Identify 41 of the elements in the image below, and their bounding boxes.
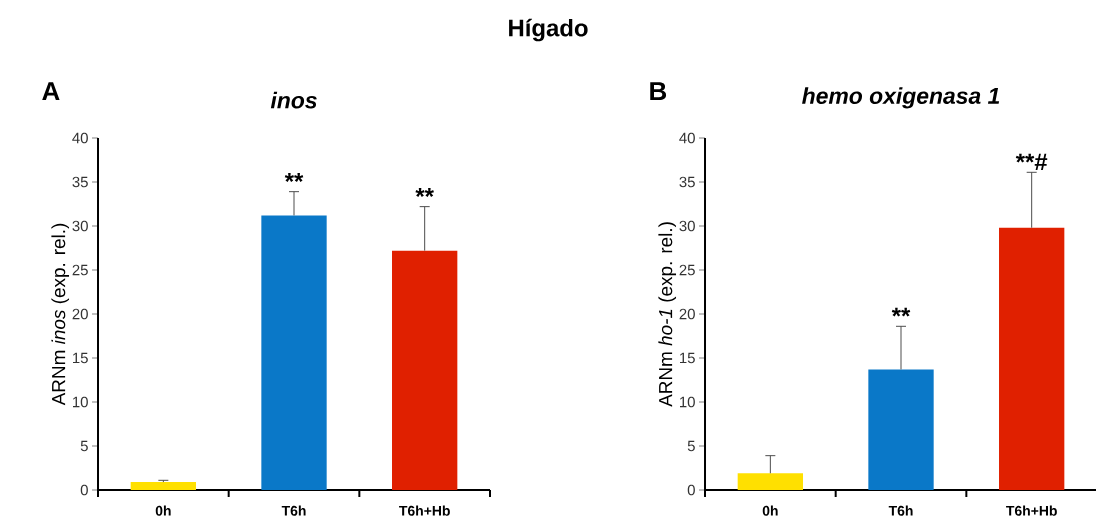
- x-tick-label: 0h: [762, 505, 778, 516]
- y-tick-label: 10: [680, 396, 695, 408]
- annotation: **: [284, 173, 304, 182]
- chart-title: inos: [270, 91, 317, 109]
- x-tick-label: T6h+Hb: [1006, 505, 1057, 516]
- annotation: **: [415, 187, 434, 197]
- y-tick-label: 15: [73, 352, 88, 364]
- y-tick-label: 40: [679, 132, 695, 144]
- y-tick-label: 35: [72, 176, 88, 188]
- x-tick-label: T6h: [281, 505, 306, 516]
- y-tick-label: 25: [679, 264, 695, 276]
- bar: [737, 473, 804, 490]
- x-tick-label: 0h: [155, 505, 171, 516]
- y-tick-label: 20: [72, 308, 88, 320]
- y-axis-title: ARNm ho-1 (exp. rel.): [658, 222, 677, 407]
- y-tick-label: 0: [80, 484, 88, 496]
- bar: [130, 482, 197, 490]
- y-tick-label: 5: [80, 440, 88, 452]
- bar: [261, 215, 327, 490]
- text: A: [42, 82, 60, 100]
- x-tick-label: T6h+Hb: [399, 505, 450, 516]
- y-axis-title: ARNm inos (exp. rel.): [51, 223, 70, 406]
- chart-title: hemo oxigenasa 1: [802, 87, 1000, 109]
- bar: [868, 369, 934, 490]
- y-tick-label: 30: [72, 220, 88, 232]
- annotation: **: [891, 307, 911, 317]
- y-tick-label: 40: [72, 132, 88, 144]
- y-tick-label: 30: [679, 220, 695, 232]
- y-tick-label: 0: [687, 484, 695, 496]
- y-tick-label: 5: [687, 440, 695, 452]
- bar: [392, 250, 458, 490]
- bar: [999, 227, 1065, 490]
- y-tick-label: 20: [679, 308, 695, 320]
- x-tick-label: T6h: [888, 505, 913, 516]
- y-tick-label: 15: [680, 352, 695, 364]
- annotation: **#: [1015, 153, 1048, 171]
- y-tick-label: 10: [73, 396, 88, 408]
- y-tick-label: 35: [679, 176, 695, 188]
- text: Hígado: [509, 18, 588, 42]
- y-tick-label: 25: [72, 264, 88, 276]
- text: B: [650, 82, 667, 100]
